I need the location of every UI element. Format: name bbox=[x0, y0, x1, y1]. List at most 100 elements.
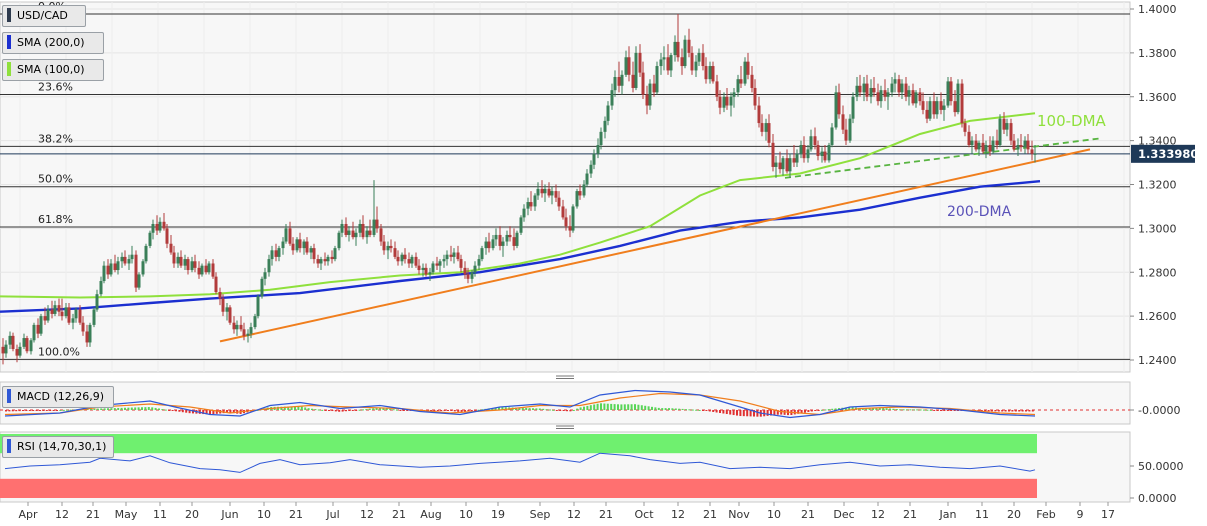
candle bbox=[659, 52, 663, 75]
fib-label: 61.8% bbox=[38, 213, 73, 226]
macd-histogram-bar bbox=[457, 410, 460, 412]
candle-body bbox=[550, 191, 554, 196]
y-tick-label: 1.2400 bbox=[1138, 354, 1177, 367]
candle-body bbox=[414, 256, 418, 266]
candle bbox=[592, 149, 596, 170]
candle-body bbox=[22, 338, 26, 347]
macd-histogram-bar bbox=[715, 410, 718, 413]
candle bbox=[599, 127, 603, 150]
candle-body bbox=[823, 151, 827, 161]
candle bbox=[32, 322, 36, 343]
candle-body bbox=[729, 96, 733, 106]
candle bbox=[477, 254, 481, 271]
macd-histogram-bar bbox=[117, 407, 120, 410]
candle bbox=[463, 261, 467, 279]
candle bbox=[323, 252, 327, 266]
x-tick-label: 20 bbox=[1007, 508, 1021, 521]
macd-histogram-bar bbox=[640, 405, 643, 410]
candle bbox=[155, 215, 159, 235]
candle-body bbox=[946, 81, 950, 106]
candle-body bbox=[78, 309, 82, 323]
macd-histogram-bar bbox=[8, 410, 11, 412]
macd-histogram-bar bbox=[695, 409, 698, 411]
rsi-resize-handle[interactable] bbox=[556, 425, 574, 429]
macd-histogram-bar bbox=[929, 409, 932, 411]
rsi-y-tick-label: 0.0000 bbox=[1138, 492, 1177, 505]
macd-histogram-bar bbox=[351, 410, 354, 411]
sma100-tag[interactable]: SMA (100,0) bbox=[2, 59, 104, 81]
candle-body bbox=[337, 232, 341, 249]
candle bbox=[921, 92, 925, 115]
candle-body bbox=[743, 61, 747, 84]
candle bbox=[725, 87, 729, 110]
sma200-tag[interactable]: SMA (200,0) bbox=[2, 32, 104, 54]
candle bbox=[522, 204, 526, 222]
candle bbox=[358, 219, 362, 238]
candle-body bbox=[837, 92, 841, 115]
rsi-indicator: 50.0000 0.0000 bbox=[0, 434, 1184, 505]
macd-histogram-bar bbox=[453, 410, 456, 412]
candle bbox=[967, 125, 971, 148]
candle bbox=[442, 254, 446, 268]
candle-body bbox=[32, 324, 36, 341]
macd-histogram-bar bbox=[708, 410, 711, 412]
macd-histogram-bar bbox=[525, 407, 528, 410]
candle-body bbox=[288, 228, 292, 244]
candle bbox=[883, 79, 887, 102]
candle bbox=[74, 307, 78, 323]
candle bbox=[648, 79, 652, 110]
macd-histogram-bar bbox=[433, 410, 436, 411]
candle-body bbox=[792, 158, 796, 163]
candle-body bbox=[172, 252, 176, 264]
macd-histogram-bar bbox=[848, 407, 851, 410]
macd-histogram-bar bbox=[324, 410, 327, 411]
candle bbox=[585, 169, 589, 187]
macd-histogram-bar bbox=[623, 404, 626, 410]
candle bbox=[736, 74, 740, 97]
candle bbox=[540, 180, 544, 198]
macd-histogram-bar bbox=[878, 407, 881, 410]
candle bbox=[330, 250, 334, 264]
candle-body bbox=[389, 245, 393, 249]
macd-histogram-bar bbox=[460, 410, 463, 412]
macd-histogram-bar bbox=[895, 409, 898, 411]
candle bbox=[389, 239, 393, 253]
symbol-tag[interactable]: USD/CAD bbox=[2, 5, 86, 27]
candle-body bbox=[701, 52, 705, 67]
candle bbox=[687, 28, 691, 58]
rsi-tag[interactable]: RSI (14,70,30,1) bbox=[2, 436, 114, 458]
macd-histogram-bar bbox=[899, 409, 902, 411]
candle bbox=[190, 256, 194, 273]
current-price-badge: 1.333980 bbox=[1131, 144, 1198, 163]
candle bbox=[575, 188, 579, 209]
sma100-line bbox=[0, 112, 1036, 299]
candle bbox=[281, 237, 285, 255]
macd-histogram-bar bbox=[498, 407, 500, 410]
candle bbox=[8, 331, 12, 350]
candle bbox=[71, 313, 75, 330]
macd-histogram-bar bbox=[528, 408, 531, 410]
candle-body bbox=[865, 83, 869, 97]
macd-resize-handle[interactable] bbox=[556, 375, 574, 379]
candle-body bbox=[81, 322, 85, 332]
macd-histogram-bar bbox=[997, 410, 1000, 412]
macd-tag[interactable]: MACD (12,26,9) bbox=[2, 386, 114, 408]
rsi-label: RSI (14,70,30,1) bbox=[17, 440, 107, 453]
macd-histogram-bar bbox=[205, 410, 208, 415]
candle-body bbox=[298, 239, 302, 249]
macd-histogram-bar bbox=[732, 410, 735, 416]
macd-histogram-bar bbox=[739, 410, 742, 417]
candle-body bbox=[774, 162, 778, 167]
candle bbox=[694, 55, 698, 78]
candle bbox=[15, 344, 19, 363]
macd-histogram-bar bbox=[501, 407, 504, 410]
macd-histogram-bar bbox=[358, 409, 361, 411]
candle bbox=[858, 74, 862, 97]
candle-body bbox=[249, 327, 253, 334]
macd-histogram-bar bbox=[909, 409, 912, 411]
macd-histogram-bar bbox=[39, 410, 41, 411]
candle-body bbox=[407, 259, 411, 264]
candle bbox=[491, 234, 495, 251]
candle bbox=[179, 250, 183, 268]
